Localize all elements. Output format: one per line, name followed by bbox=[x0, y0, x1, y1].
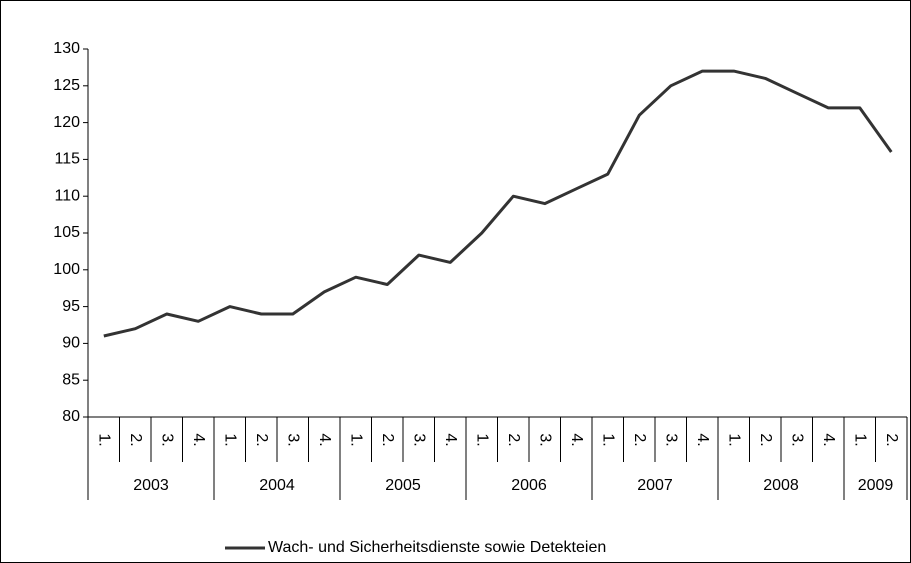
y-tick-label: 125 bbox=[53, 77, 80, 94]
x-tick-label: 1. bbox=[474, 433, 491, 446]
y-tick-label: 90 bbox=[62, 335, 80, 352]
legend-label: Wach- und Sicherheitsdienste sowie Detek… bbox=[268, 539, 606, 556]
group-label: 2003 bbox=[133, 477, 169, 494]
x-tick-label: 1. bbox=[852, 433, 869, 446]
x-tick-label: 1. bbox=[348, 433, 365, 446]
x-tick-label: 1. bbox=[600, 433, 617, 446]
x-tick-label: 4. bbox=[442, 433, 459, 446]
group-label: 2004 bbox=[259, 477, 295, 494]
group-label: 2005 bbox=[385, 477, 421, 494]
x-tick-label: 2. bbox=[127, 433, 144, 446]
group-label: 2006 bbox=[511, 477, 547, 494]
y-tick-label: 120 bbox=[53, 114, 80, 131]
y-tick-label: 100 bbox=[53, 261, 80, 278]
x-tick-label: 4. bbox=[316, 433, 333, 446]
group-label: 2009 bbox=[858, 477, 894, 494]
y-tick-label: 105 bbox=[53, 224, 80, 241]
x-tick-label: 3. bbox=[411, 433, 428, 446]
x-tick-label: 1. bbox=[96, 433, 113, 446]
x-tick-label: 2. bbox=[631, 433, 648, 446]
y-tick-label: 95 bbox=[62, 298, 80, 315]
y-tick-label: 130 bbox=[53, 40, 80, 57]
x-tick-label: 1. bbox=[222, 433, 239, 446]
x-tick-label: 3. bbox=[159, 433, 176, 446]
group-label: 2008 bbox=[763, 477, 799, 494]
x-tick-label: 2. bbox=[757, 433, 774, 446]
group-label: 2007 bbox=[637, 477, 673, 494]
x-tick-label: 2. bbox=[505, 433, 522, 446]
x-tick-label: 4. bbox=[190, 433, 207, 446]
x-tick-label: 3. bbox=[537, 433, 554, 446]
y-tick-label: 85 bbox=[62, 371, 80, 388]
x-tick-label: 2. bbox=[253, 433, 270, 446]
x-tick-label: 2. bbox=[379, 433, 396, 446]
series-line bbox=[103, 69, 893, 338]
x-tick-label: 2. bbox=[883, 433, 900, 446]
y-tick-label: 115 bbox=[54, 151, 80, 168]
x-tick-label: 4. bbox=[820, 433, 837, 446]
y-tick-label: 80 bbox=[62, 408, 80, 425]
x-tick-label: 3. bbox=[285, 433, 302, 446]
x-tick-label: 3. bbox=[663, 433, 680, 446]
y-tick-label: 110 bbox=[54, 187, 80, 204]
x-tick-label: 4. bbox=[568, 433, 585, 446]
x-tick-label: 1. bbox=[726, 433, 743, 446]
x-tick-label: 3. bbox=[789, 433, 806, 446]
x-tick-label: 4. bbox=[694, 433, 711, 446]
